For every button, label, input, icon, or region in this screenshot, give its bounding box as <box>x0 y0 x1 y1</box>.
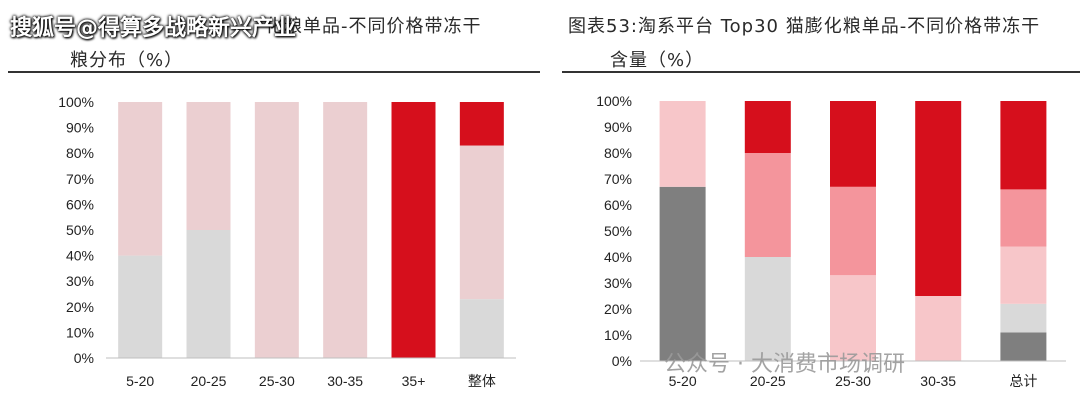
right-title-rule <box>562 71 1080 73</box>
left-chart-title-line2: 粮分布（%） <box>70 50 184 71</box>
bar-segment-1-4-1 <box>1000 303 1047 333</box>
bar-segment-0-3-1 <box>323 102 368 358</box>
bar-segment-0-1-1 <box>186 102 231 230</box>
x-category-label: 整体 <box>468 373 496 389</box>
right-chart-title-line2: 含量（%） <box>610 50 705 71</box>
y-tick-label: 20% <box>604 301 632 317</box>
y-tick-label: 30% <box>604 275 632 291</box>
bar-segment-1-4-0 <box>1000 332 1047 361</box>
x-category-label: 35+ <box>402 373 426 389</box>
right-chart-title-line1: 图表53:淘系平台 Top30 猫膨化粮单品-不同价格带冻干 <box>568 16 1041 37</box>
bar-segment-1-4-4 <box>1000 101 1047 190</box>
y-tick-label: 40% <box>66 248 94 264</box>
y-tick-label: 100% <box>58 94 94 110</box>
x-category-label: 总计 <box>1009 373 1037 389</box>
bar-segment-0-5-2 <box>459 102 504 146</box>
y-tick-label: 70% <box>604 171 632 187</box>
bar-segment-0-5-0 <box>459 299 504 358</box>
y-tick-label: 0% <box>612 353 632 369</box>
bar-segment-0-4-2 <box>391 102 436 358</box>
y-tick-label: 80% <box>604 145 632 161</box>
bar-segment-1-2-2 <box>830 275 876 361</box>
right-chart-panel: 图表53:淘系平台 Top30 猫膨化粮单品-不同价格带冻干 含量（%） 0% 1… <box>540 0 1080 408</box>
bar-segment-1-1-4 <box>744 101 791 153</box>
y-tick-label: 90% <box>604 119 632 135</box>
x-category-label: 20-25 <box>750 373 786 389</box>
y-tick-label: 50% <box>604 223 632 239</box>
y-tick-label: 100% <box>596 93 632 109</box>
x-category-label: 25-30 <box>259 373 295 389</box>
y-tick-label: 50% <box>66 222 94 238</box>
bar-segment-0-2-1 <box>254 102 299 358</box>
bar-segment-1-4-3 <box>1000 189 1047 247</box>
y-tick-label: 70% <box>66 171 94 187</box>
left-title-rule <box>8 71 540 73</box>
source-watermark: 搜狐号@得算多战略新兴产业 <box>10 16 297 41</box>
bar-segment-0-5-1 <box>459 145 504 300</box>
y-tick-label: 90% <box>66 120 94 136</box>
y-tick-label: 10% <box>604 327 632 343</box>
y-tick-label: 20% <box>66 299 94 315</box>
bar-segment-1-0-0 <box>659 186 706 361</box>
y-tick-label: 60% <box>604 197 632 213</box>
bar-segment-1-4-2 <box>1000 246 1047 304</box>
left-chart-title-line1: 化粮单品-不同价格带冻干 <box>265 16 482 37</box>
left-stacked-bar-chart: 0% 10% 20% 30% 40% 50% 60% 70% 80% 90% 100% 5-20 20-… <box>58 94 516 389</box>
x-category-label: 25-30 <box>835 373 871 389</box>
bar-segment-1-3-2 <box>915 296 962 361</box>
bar-segment-0-0-1 <box>118 102 163 256</box>
left-chart-panel: 化粮单品-不同价格带冻干 粮分布（%） 0% 10% 20% 30% 40% 50% 60%… <box>8 16 540 389</box>
x-category-label: 5-20 <box>669 373 697 389</box>
x-category-label: 30-35 <box>327 373 363 389</box>
bar-segment-1-3-4 <box>915 101 962 296</box>
x-category-label: 20-25 <box>191 373 227 389</box>
bar-segment-1-1-3 <box>744 153 791 257</box>
bar-segment-0-0-0 <box>118 255 163 358</box>
bar-segment-1-2-3 <box>830 186 876 276</box>
right-stacked-bar-chart: 0% 10% 20% 30% 40% 50% 60% 70% 80% 90% 100% 5-20 20-… <box>596 93 1066 389</box>
x-category-label: 5-20 <box>126 373 154 389</box>
bar-segment-1-0-2 <box>659 101 706 187</box>
y-tick-label: 30% <box>66 273 94 289</box>
y-tick-label: 0% <box>74 350 94 366</box>
wechat-watermark: 公众号 · 大消费市场调研 <box>664 352 905 377</box>
y-tick-label: 40% <box>604 249 632 265</box>
bar-segment-1-2-4 <box>830 101 876 187</box>
bar-segment-1-1-1 <box>744 257 791 361</box>
y-tick-label: 80% <box>66 145 94 161</box>
x-category-label: 30-35 <box>920 373 956 389</box>
y-tick-label: 60% <box>66 196 94 212</box>
bar-segment-0-1-0 <box>186 230 231 358</box>
y-tick-label: 10% <box>66 324 94 340</box>
